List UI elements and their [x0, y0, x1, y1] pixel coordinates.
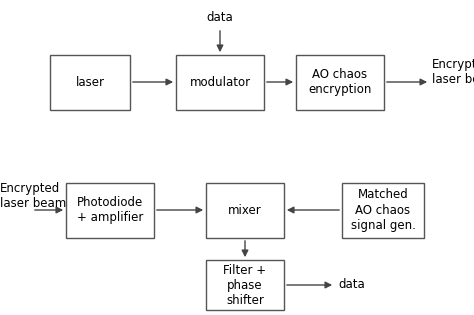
Text: laser: laser: [75, 76, 104, 89]
Text: Photodiode
+ amplifier: Photodiode + amplifier: [77, 196, 143, 224]
Bar: [206, 182, 284, 238]
Bar: [342, 182, 424, 238]
Bar: [176, 54, 264, 110]
Bar: [66, 182, 154, 238]
Text: Encrypted
laser beam: Encrypted laser beam: [432, 58, 474, 86]
Text: Encrypted
laser beam: Encrypted laser beam: [0, 182, 66, 210]
Text: data: data: [338, 278, 365, 291]
Text: AO chaos
encryption: AO chaos encryption: [308, 68, 372, 96]
Text: modulator: modulator: [190, 76, 251, 89]
Bar: [206, 260, 284, 310]
Text: Matched
AO chaos
signal gen.: Matched AO chaos signal gen.: [351, 188, 415, 232]
Text: mixer: mixer: [228, 203, 262, 216]
Bar: [50, 54, 130, 110]
Text: Filter +
phase
shifter: Filter + phase shifter: [223, 264, 266, 306]
Bar: [296, 54, 384, 110]
Text: data: data: [207, 11, 233, 24]
